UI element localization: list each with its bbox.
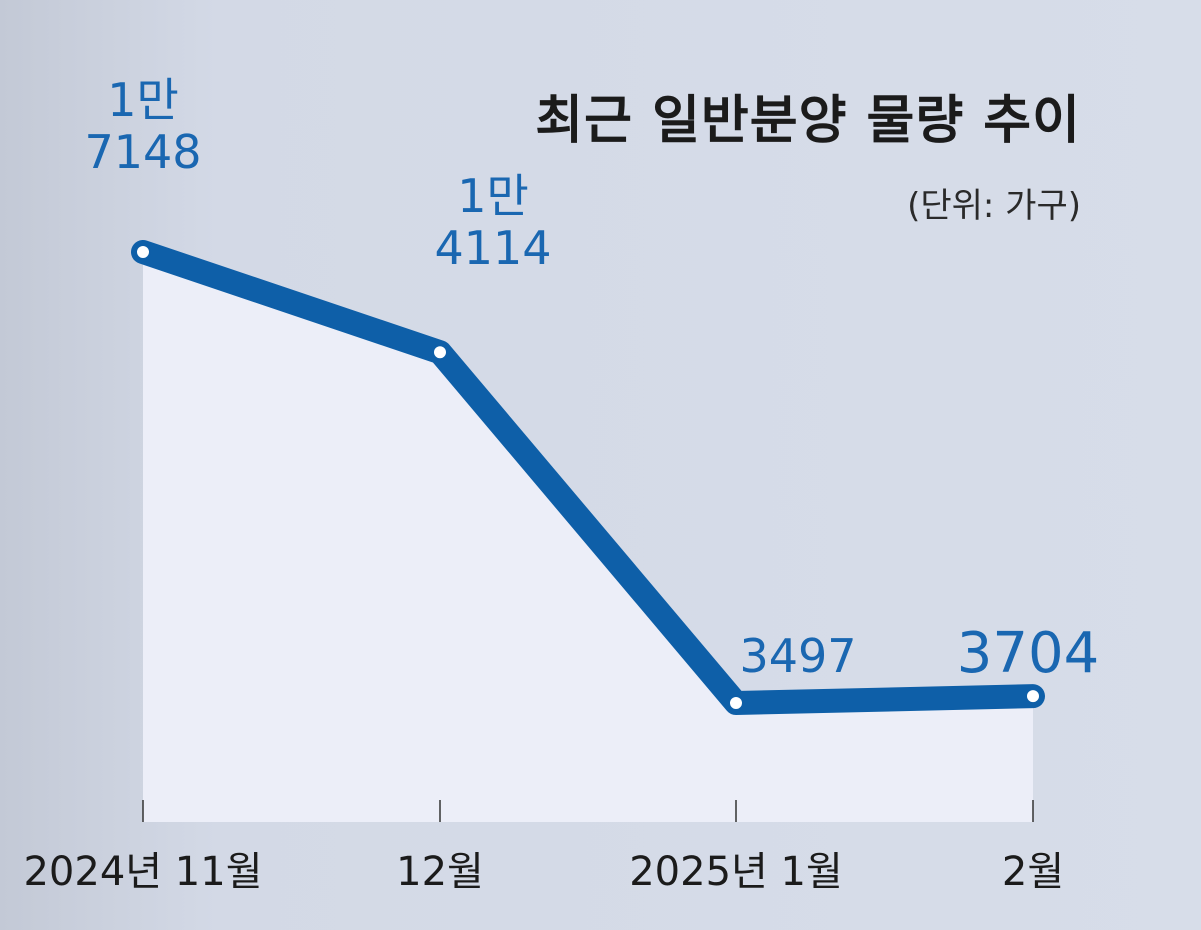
data-label: 7148 [84, 125, 201, 179]
unit-label: (단위: 가구) [907, 186, 1081, 226]
data-label: 4114 [434, 221, 551, 275]
x-tick-label: 2월 [1002, 849, 1064, 895]
data-label: 1만 [107, 73, 179, 127]
data-point [432, 344, 448, 361]
x-tick-label: 2024년 11월 [23, 849, 262, 895]
x-tick-label: 12월 [396, 849, 484, 895]
series-line [131, 240, 1045, 715]
data-label: 3704 [957, 621, 1100, 686]
data-point [728, 695, 744, 711]
data-point [135, 244, 151, 260]
data-label: 3497 [739, 629, 856, 683]
data-point [1025, 688, 1041, 705]
data-label: 1만 [457, 169, 529, 223]
x-tick-label: 2025년 1월 [629, 849, 843, 895]
chart-title: 최근 일반분양 물량 추이 [535, 91, 1081, 151]
